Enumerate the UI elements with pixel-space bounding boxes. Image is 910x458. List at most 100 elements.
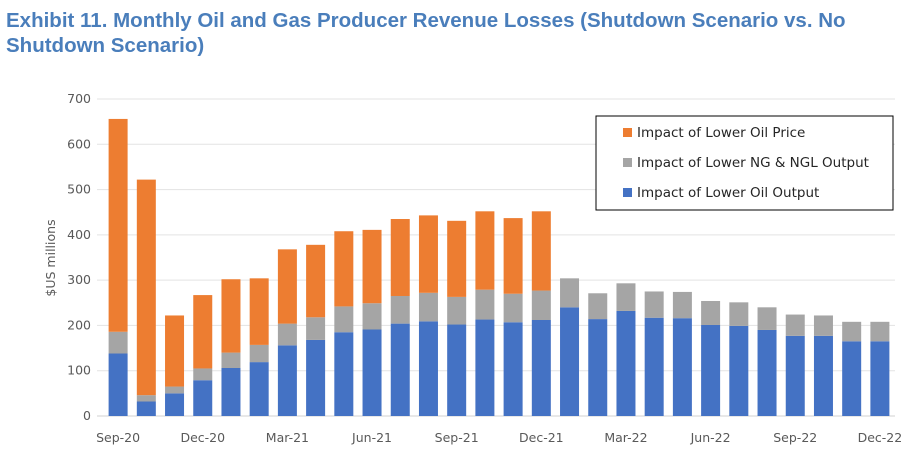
y-axis-label: $US millions [43,219,58,296]
bar-impact-of-lower-oil-output-dec-22 [870,341,890,416]
bar-impact-of-lower-oil-output-oct-22 [813,335,833,416]
bar-impact-of-lower-ng-ngl-output-may-22 [672,291,692,319]
bar-impact-of-lower-oil-price-dec-21 [531,211,551,291]
bar-impact-of-lower-ng-ngl-output-mar-21 [277,323,297,346]
bar-impact-of-lower-oil-output-jul-22 [729,325,749,416]
bar-impact-of-lower-ng-ngl-output-dec-22 [870,321,890,342]
bar-impact-of-lower-oil-price-oct-21 [475,211,495,290]
x-tick-label: Mar-22 [604,430,647,445]
bar-impact-of-lower-ng-ngl-output-oct-20 [136,395,156,402]
chart-title: Exhibit 11. Monthly Oil and Gas Producer… [6,9,846,57]
bar-impact-of-lower-ng-ngl-output-sep-20 [108,331,128,354]
bar-impact-of-lower-oil-price-oct-20 [136,179,156,396]
bar-impact-of-lower-ng-ngl-output-jul-22 [729,302,749,326]
y-tick-label: 700 [67,91,91,106]
legend-label: Impact of Lower NG & NGL Output [637,155,869,171]
bar-impact-of-lower-ng-ngl-output-aug-21 [418,292,438,322]
bar-impact-of-lower-oil-output-dec-21 [531,319,551,416]
bar-impact-of-lower-oil-price-may-21 [334,231,354,307]
bar-impact-of-lower-oil-output-feb-22 [588,319,608,416]
x-tick-label: Dec-22 [858,430,903,445]
bar-impact-of-lower-oil-price-dec-20 [193,295,213,369]
bar-impact-of-lower-oil-price-jun-21 [362,229,382,304]
bar-impact-of-lower-ng-ngl-output-sep-21 [447,296,467,325]
bar-impact-of-lower-oil-price-jan-21 [221,279,241,353]
bar-impact-of-lower-oil-output-sep-22 [785,335,805,416]
bar-impact-of-lower-oil-output-dec-20 [193,380,213,416]
bar-impact-of-lower-oil-price-nov-21 [503,218,523,294]
bar-impact-of-lower-oil-output-jan-21 [221,367,241,416]
y-tick-label: 400 [67,227,91,242]
bar-impact-of-lower-ng-ngl-output-oct-21 [475,289,495,320]
x-tick-label: Jun-21 [351,430,392,445]
x-tick-label: Sep-21 [435,430,479,445]
legend-swatch [623,188,632,197]
bar-impact-of-lower-oil-output-apr-22 [644,317,664,416]
bar-impact-of-lower-oil-output-oct-21 [475,319,495,416]
bar-impact-of-lower-ng-ngl-output-jun-22 [701,300,721,325]
bar-impact-of-lower-ng-ngl-output-jan-21 [221,352,241,368]
bar-impact-of-lower-oil-price-nov-20 [165,315,185,387]
y-tick-label: 300 [67,272,91,287]
bar-impact-of-lower-ng-ngl-output-dec-21 [531,290,551,320]
bar-impact-of-lower-oil-output-may-21 [334,332,354,416]
x-tick-label: Dec-20 [180,430,225,445]
bar-impact-of-lower-oil-output-feb-21 [249,362,269,416]
bar-impact-of-lower-ng-ngl-output-nov-20 [165,386,185,394]
bar-impact-of-lower-ng-ngl-output-dec-20 [193,368,213,381]
bar-impact-of-lower-ng-ngl-output-nov-21 [503,293,523,323]
legend-label: Impact of Lower Oil Output [637,185,819,201]
bar-impact-of-lower-ng-ngl-output-may-21 [334,306,354,333]
x-tick-label: Sep-20 [96,430,140,445]
bar-impact-of-lower-oil-output-jun-22 [701,324,721,416]
y-tick-label: 100 [67,363,91,378]
x-tick-label: Sep-22 [773,430,817,445]
bar-impact-of-lower-oil-output-nov-20 [165,393,185,416]
legend-label: Impact of Lower Oil Price [637,125,805,141]
bar-impact-of-lower-oil-output-mar-22 [616,310,636,416]
bar-impact-of-lower-ng-ngl-output-jun-21 [362,303,382,330]
y-tick-label: 0 [83,408,91,423]
bar-impact-of-lower-oil-output-apr-21 [306,339,326,416]
bar-impact-of-lower-ng-ngl-output-jan-22 [560,278,580,308]
bar-impact-of-lower-ng-ngl-output-feb-22 [588,293,608,320]
legend: Impact of Lower Oil Price Impact of Lower… [595,115,894,211]
bar-impact-of-lower-ng-ngl-output-sep-22 [785,314,805,336]
legend-swatch [623,128,632,137]
x-tick-label: Dec-21 [519,430,564,445]
bar-impact-of-lower-oil-price-jul-21 [390,219,410,296]
bar-impact-of-lower-oil-output-aug-22 [757,329,777,416]
bar-impact-of-lower-ng-ngl-output-jul-21 [390,295,410,324]
bar-impact-of-lower-oil-output-sep-20 [108,353,128,416]
bar-impact-of-lower-oil-price-sep-21 [447,220,467,297]
bar-impact-of-lower-ng-ngl-output-feb-21 [249,344,269,363]
x-tick-label: Mar-21 [266,430,309,445]
bar-impact-of-lower-oil-price-aug-21 [418,215,438,293]
bar-impact-of-lower-oil-output-jul-21 [390,323,410,416]
legend-swatch [623,158,632,167]
bar-impact-of-lower-oil-output-jan-22 [560,307,580,416]
y-tick-label: 600 [67,136,91,151]
bar-impact-of-lower-oil-output-oct-20 [136,401,156,416]
bar-impact-of-lower-oil-output-aug-21 [418,321,438,416]
bar-impact-of-lower-oil-output-mar-21 [277,345,297,416]
bar-impact-of-lower-oil-price-apr-21 [306,244,326,318]
bar-impact-of-lower-oil-output-sep-21 [447,324,467,416]
x-tick-label: Jun-22 [690,430,731,445]
y-tick-label: 200 [67,317,91,332]
bar-impact-of-lower-ng-ngl-output-apr-21 [306,317,326,340]
bar-impact-of-lower-oil-output-nov-22 [842,341,862,416]
y-tick-label: 500 [67,182,91,197]
bar-impact-of-lower-oil-price-sep-20 [108,118,128,332]
bar-impact-of-lower-oil-output-jun-21 [362,329,382,416]
bar-impact-of-lower-oil-price-mar-21 [277,249,297,324]
bar-impact-of-lower-ng-ngl-output-apr-22 [644,291,664,318]
bar-impact-of-lower-ng-ngl-output-oct-22 [813,315,833,336]
bar-impact-of-lower-oil-price-feb-21 [249,278,269,345]
bar-impact-of-lower-oil-output-nov-21 [503,322,523,416]
bar-impact-of-lower-ng-ngl-output-mar-22 [616,283,636,311]
bar-impact-of-lower-ng-ngl-output-nov-22 [842,321,862,342]
bar-impact-of-lower-ng-ngl-output-aug-22 [757,307,777,330]
bar-impact-of-lower-oil-output-may-22 [672,318,692,416]
